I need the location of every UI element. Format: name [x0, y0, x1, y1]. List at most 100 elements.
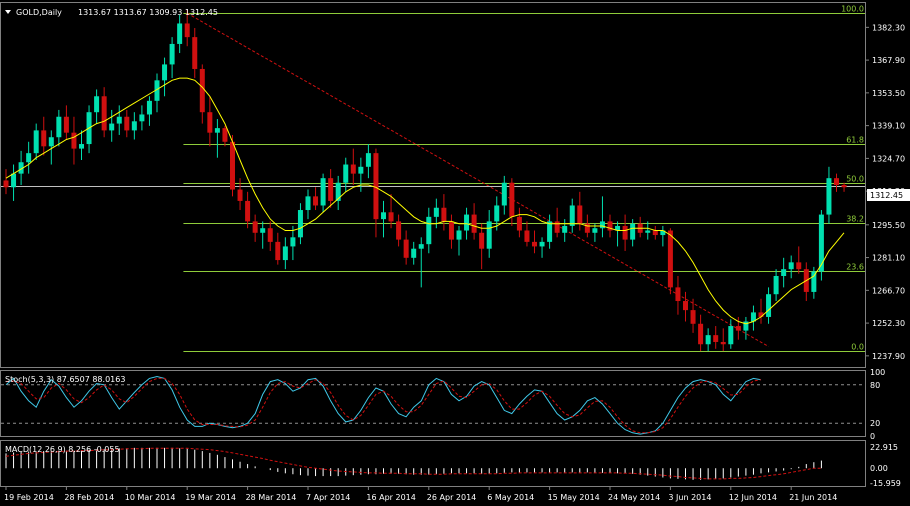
candle-body	[834, 178, 839, 185]
candle-body	[675, 287, 681, 302]
candle-body	[471, 214, 477, 233]
candle-body	[116, 116, 122, 124]
candle-body	[63, 116, 69, 133]
price-tick-label: 1237.90	[872, 352, 905, 361]
candle-body	[599, 221, 605, 229]
price-tick-label: 1252.30	[872, 319, 905, 328]
candle-body	[524, 230, 530, 242]
stoch-title: Stoch(5,3,3) 87.6507 88.0163	[5, 375, 125, 384]
candle-body	[3, 180, 9, 188]
candle-body	[48, 137, 54, 147]
candle-body	[811, 271, 817, 292]
fib-level-label: 50.0	[846, 175, 864, 184]
macd-tick-label: -15.959	[870, 479, 901, 488]
macd-panel: 22.915 0.00 -15.959	[5, 443, 901, 488]
candle-body	[252, 221, 258, 233]
candle-body	[433, 207, 439, 217]
candle-body	[146, 100, 152, 115]
candle-body	[267, 228, 273, 242]
candle-body	[735, 326, 741, 331]
candle-body	[781, 269, 787, 276]
date-tick-label: 10 Mar 2014	[125, 493, 176, 502]
macd-signal-line	[5, 447, 822, 480]
candle-body	[818, 214, 824, 272]
candle-body	[479, 232, 485, 249]
candle-body	[743, 321, 749, 331]
price-tick-label: 1353.50	[872, 89, 905, 98]
date-tick-label: 3 Jun 2014	[668, 493, 711, 502]
price-tick-label: 1281.10	[872, 254, 905, 263]
candle-body	[335, 182, 341, 201]
candle-body	[313, 196, 319, 206]
price-tick-label: 1324.70	[872, 154, 905, 163]
macd-frame	[0, 440, 866, 487]
candle-body	[26, 153, 32, 163]
candle-body	[607, 221, 613, 231]
date-tick-label: 21 Jun 2014	[789, 493, 837, 502]
candle-body	[365, 153, 371, 167]
candle-body	[320, 178, 326, 206]
macd-tick-label: 22.915	[870, 443, 898, 452]
candle-body	[396, 221, 402, 240]
candle-body	[177, 23, 183, 44]
candle-body	[426, 216, 432, 245]
candle-body	[11, 173, 17, 188]
fib-level-label: 100.0	[841, 5, 864, 14]
current-price-value: 1312.45	[870, 191, 903, 200]
candle-body	[516, 216, 522, 231]
candle-body	[282, 246, 288, 261]
stoch-tick-label: 20	[870, 419, 880, 428]
candle-body	[690, 310, 696, 324]
candle-body	[373, 153, 379, 220]
ohlc-readout: 1313.67 1313.67 1309.93 1312.45	[78, 8, 218, 17]
candle-body	[350, 164, 356, 174]
candle-body	[418, 244, 424, 249]
candle-body	[207, 112, 213, 133]
candle-body	[169, 43, 175, 65]
stoch-main-line	[5, 375, 762, 435]
candle-body	[788, 262, 794, 270]
candle-body	[131, 121, 137, 131]
dropdown-triangle-icon[interactable]	[5, 10, 11, 14]
macd-title: MACD(12,26,9) 8.256 -0.055	[5, 445, 120, 454]
date-tick-label: 6 May 2014	[487, 493, 534, 502]
candle-body	[214, 128, 220, 133]
stoch-tick-label: 100	[870, 368, 885, 377]
candle-body	[18, 162, 24, 174]
candle-body	[728, 326, 734, 345]
candle-body	[33, 130, 39, 154]
candle-body	[237, 189, 243, 201]
candle-body	[509, 182, 515, 217]
date-tick-label: 19 Feb 2014	[4, 493, 54, 502]
fib-level-label: 0.0	[851, 343, 864, 352]
candle-body	[841, 185, 847, 188]
current-price-tag	[867, 189, 910, 201]
candle-body	[683, 301, 688, 311]
candle-body	[388, 212, 394, 222]
date-tick-label: 19 Mar 2014	[185, 493, 236, 502]
candle-body	[698, 323, 704, 345]
price-tick-label: 1367.90	[872, 56, 905, 65]
candle-body	[705, 335, 711, 345]
candle-body	[139, 114, 145, 122]
candle-body	[464, 214, 470, 231]
main-chart-frame	[0, 2, 866, 368]
candle-body	[297, 210, 303, 238]
candle-body	[124, 116, 130, 131]
candle-body	[275, 241, 281, 261]
candle-body	[403, 239, 409, 258]
candle-body	[358, 166, 364, 174]
candle-body	[56, 116, 62, 138]
stoch-frame	[0, 370, 866, 437]
candle-body	[758, 312, 764, 317]
date-tick-label: 28 Feb 2014	[64, 493, 114, 502]
price-tick-label: 1295.50	[872, 221, 905, 230]
stoch-signal-line	[5, 377, 762, 434]
fib-level-label: 38.2	[846, 215, 864, 224]
date-tick-label: 26 Apr 2014	[427, 493, 476, 502]
moving-average-line	[5, 77, 845, 325]
candle-body	[41, 130, 47, 147]
candle-body	[826, 178, 832, 215]
candle-body	[456, 230, 462, 240]
candle-body	[101, 96, 107, 131]
